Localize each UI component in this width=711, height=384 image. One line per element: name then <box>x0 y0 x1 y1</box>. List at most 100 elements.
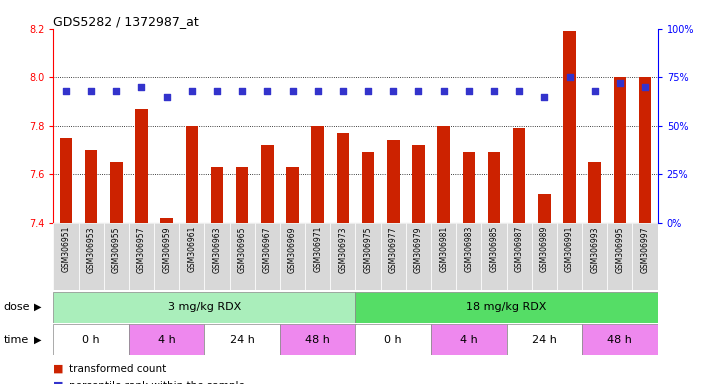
Text: GSM306961: GSM306961 <box>187 226 196 273</box>
Bar <box>506 324 582 355</box>
Point <box>513 88 525 94</box>
Text: percentile rank within the sample: percentile rank within the sample <box>69 381 245 384</box>
Point <box>413 88 424 94</box>
Text: GSM306963: GSM306963 <box>213 226 222 273</box>
Text: GSM306965: GSM306965 <box>237 226 247 273</box>
Text: ■: ■ <box>53 364 68 374</box>
Text: GSM306953: GSM306953 <box>87 226 95 273</box>
Text: GSM306987: GSM306987 <box>515 226 524 273</box>
Text: 0 h: 0 h <box>82 335 100 345</box>
Point <box>639 84 651 90</box>
Point <box>111 88 122 94</box>
Point <box>186 88 198 94</box>
Bar <box>280 223 305 290</box>
Bar <box>210 167 223 223</box>
Bar <box>356 223 380 290</box>
Text: GSM306955: GSM306955 <box>112 226 121 273</box>
Bar <box>53 324 129 355</box>
Text: GSM306959: GSM306959 <box>162 226 171 273</box>
Bar <box>305 223 331 290</box>
Bar <box>78 223 104 290</box>
Bar <box>179 223 205 290</box>
Text: GSM306991: GSM306991 <box>565 226 574 273</box>
Point <box>564 74 575 80</box>
Bar <box>380 223 406 290</box>
Bar <box>311 126 324 223</box>
Bar <box>104 223 129 290</box>
Bar <box>614 77 626 223</box>
Text: 18 mg/kg RDX: 18 mg/kg RDX <box>466 302 547 312</box>
Point <box>60 88 72 94</box>
Point <box>262 88 273 94</box>
Text: 24 h: 24 h <box>230 335 255 345</box>
Bar <box>186 126 198 223</box>
Bar <box>356 292 658 323</box>
Text: GSM306967: GSM306967 <box>263 226 272 273</box>
Bar <box>331 223 356 290</box>
Bar <box>53 223 78 290</box>
Point <box>363 88 374 94</box>
Text: GSM306957: GSM306957 <box>137 226 146 273</box>
Text: GSM306977: GSM306977 <box>389 226 397 273</box>
Text: 48 h: 48 h <box>305 335 330 345</box>
Point <box>614 80 626 86</box>
Text: GSM306997: GSM306997 <box>641 226 650 273</box>
Text: dose: dose <box>4 302 30 312</box>
Bar <box>406 223 431 290</box>
Text: ▶: ▶ <box>34 302 42 312</box>
Bar <box>110 162 122 223</box>
Bar <box>255 223 280 290</box>
Text: GSM306975: GSM306975 <box>363 226 373 273</box>
Bar <box>336 133 349 223</box>
Bar <box>506 223 532 290</box>
Bar <box>633 223 658 290</box>
Point <box>488 88 500 94</box>
Bar <box>431 324 506 355</box>
Bar <box>488 152 501 223</box>
Text: GSM306983: GSM306983 <box>464 226 474 273</box>
Bar <box>463 152 475 223</box>
Bar <box>557 223 582 290</box>
Bar <box>582 324 658 355</box>
Text: 4 h: 4 h <box>460 335 478 345</box>
Bar <box>607 223 633 290</box>
Point <box>312 88 324 94</box>
Text: GSM306989: GSM306989 <box>540 226 549 273</box>
Text: 48 h: 48 h <box>607 335 632 345</box>
Text: transformed count: transformed count <box>69 364 166 374</box>
Bar <box>362 152 375 223</box>
Bar <box>456 223 481 290</box>
Bar <box>538 194 550 223</box>
Text: GDS5282 / 1372987_at: GDS5282 / 1372987_at <box>53 15 199 28</box>
Bar <box>53 292 356 323</box>
Text: 4 h: 4 h <box>158 335 176 345</box>
Point <box>589 88 600 94</box>
Point <box>85 88 97 94</box>
Bar <box>236 167 248 223</box>
Text: ■: ■ <box>53 381 68 384</box>
Bar <box>513 128 525 223</box>
Bar <box>60 138 73 223</box>
Bar <box>205 324 280 355</box>
Point <box>337 88 348 94</box>
Bar <box>356 324 431 355</box>
Text: GSM306995: GSM306995 <box>616 226 624 273</box>
Point <box>161 94 172 100</box>
Point <box>136 84 147 90</box>
Point <box>387 88 399 94</box>
Bar <box>261 145 274 223</box>
Text: GSM306981: GSM306981 <box>439 226 448 272</box>
Text: 24 h: 24 h <box>532 335 557 345</box>
Bar <box>412 145 424 223</box>
Text: GSM306993: GSM306993 <box>590 226 599 273</box>
Point <box>237 88 248 94</box>
Bar <box>431 223 456 290</box>
Bar <box>280 324 356 355</box>
Bar <box>387 140 400 223</box>
Bar <box>532 223 557 290</box>
Text: 0 h: 0 h <box>385 335 402 345</box>
Bar <box>154 223 179 290</box>
Bar <box>638 77 651 223</box>
Bar <box>582 223 607 290</box>
Text: time: time <box>4 335 29 345</box>
